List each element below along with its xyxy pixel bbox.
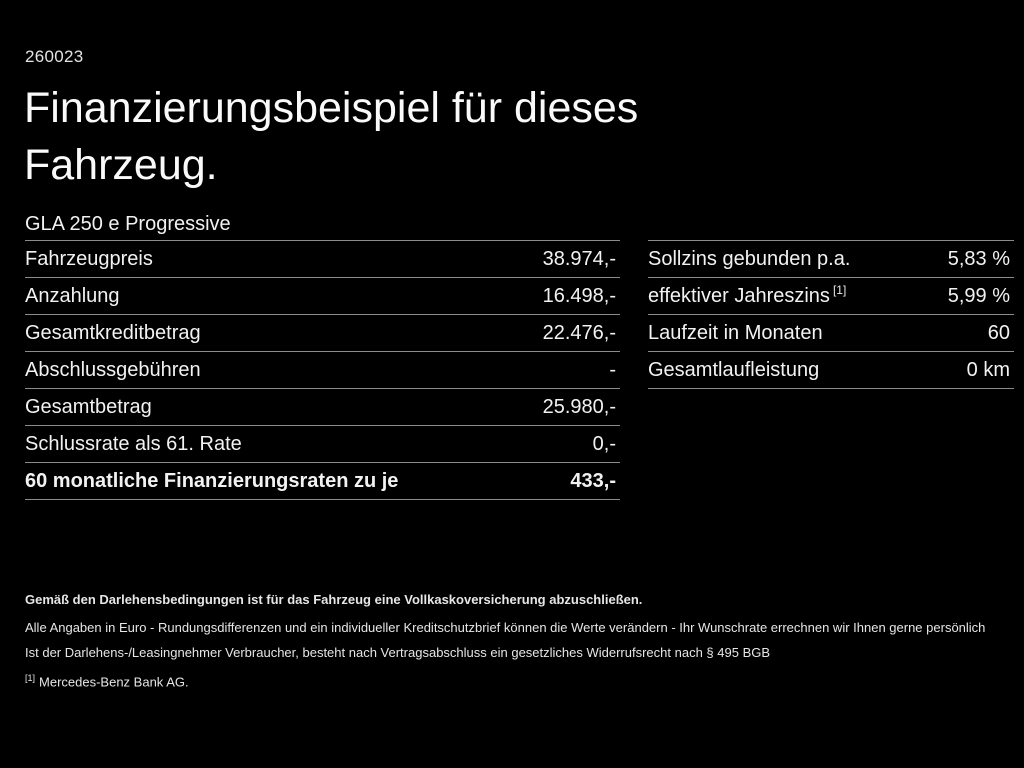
row-value: 16.498,- (542, 284, 616, 307)
disclaimer-line: Alle Angaben in Euro - Rundungsdifferenz… (25, 620, 986, 635)
table-row: Fahrzeugpreis 38.974,- (25, 241, 620, 278)
row-value: 5,83 % (947, 247, 1010, 270)
table-row: Abschlussgebühren - (25, 352, 620, 389)
row-label: 60 monatliche Finanzierungsraten zu je (25, 469, 399, 492)
row-value: 433,- (570, 469, 616, 492)
table-row-monthly-rate: 60 monatliche Finanzierungsraten zu je 4… (25, 463, 620, 500)
row-label: Gesamtkreditbetrag (25, 321, 201, 344)
footnote-ref: [1] (832, 282, 847, 297)
row-value: 60 (987, 321, 1010, 344)
row-value: 22.476,- (542, 321, 616, 344)
withdrawal-right-line: Ist der Darlehens-/Leasingnehmer Verbrau… (25, 645, 771, 660)
row-value: - (609, 358, 616, 381)
footnote-marker: [1] (25, 673, 36, 683)
table-row: Sollzins gebunden p.a. 5,83 % (648, 241, 1014, 278)
row-value: 25.980,- (542, 395, 616, 418)
footnote-text: Mercedes-Benz Bank AG. (39, 674, 189, 690)
row-label: Gesamtlaufleistung (648, 358, 820, 381)
row-label: Anzahlung (25, 284, 120, 307)
legal-footer: Gemäß den Darlehensbedingungen ist für d… (25, 592, 1005, 701)
table-row: Gesamtbetrag 25.980,- (25, 389, 620, 426)
table-row: Anzahlung 16.498,- (25, 278, 620, 315)
vehicle-model-name: GLA 250 e Progressive (25, 213, 231, 235)
table-row: Schlussrate als 61. Rate 0,- (25, 426, 620, 463)
financing-details-table: Fahrzeugpreis 38.974,- Anzahlung 16.498,… (25, 211, 620, 500)
page-title: Finanzierungsbeispiel für dieses Fahrzeu… (24, 84, 639, 189)
table-row: Gesamtlaufleistung 0 km (648, 352, 1014, 389)
table-row: Laufzeit in Monaten 60 (648, 315, 1014, 352)
row-label: Sollzins gebunden p.a. (648, 247, 851, 270)
row-value: 0 km (966, 358, 1010, 381)
row-label: Abschlussgebühren (25, 358, 201, 381)
row-label: effektiver Jahreszins [1] (648, 282, 847, 307)
row-label: Laufzeit in Monaten (648, 321, 823, 344)
table-row: effektiver Jahreszins [1] 5,99 % (648, 278, 1014, 315)
row-value: 0,- (592, 432, 616, 455)
row-label: Schlussrate als 61. Rate (25, 432, 242, 455)
document-number: 260023 (25, 47, 84, 66)
table-row: Gesamtkreditbetrag 22.476,- (25, 315, 620, 352)
interest-terms-table: Sollzins gebunden p.a. 5,83 % effektiver… (648, 211, 1014, 500)
right-table-caption-divider (648, 211, 1014, 241)
financing-tables: Fahrzeugpreis 38.974,- Anzahlung 16.498,… (25, 211, 1014, 500)
row-label: Gesamtbetrag (25, 395, 152, 418)
row-label: Fahrzeugpreis (25, 247, 153, 270)
insurance-requirement-note: Gemäß den Darlehensbedingungen ist für d… (25, 592, 643, 607)
row-value: 5,99 % (947, 284, 1010, 307)
left-table-caption-divider (25, 211, 620, 241)
footnote-bank: [1] Mercedes-Benz Bank AG. (25, 670, 1005, 690)
row-value: 38.974,- (542, 247, 616, 270)
